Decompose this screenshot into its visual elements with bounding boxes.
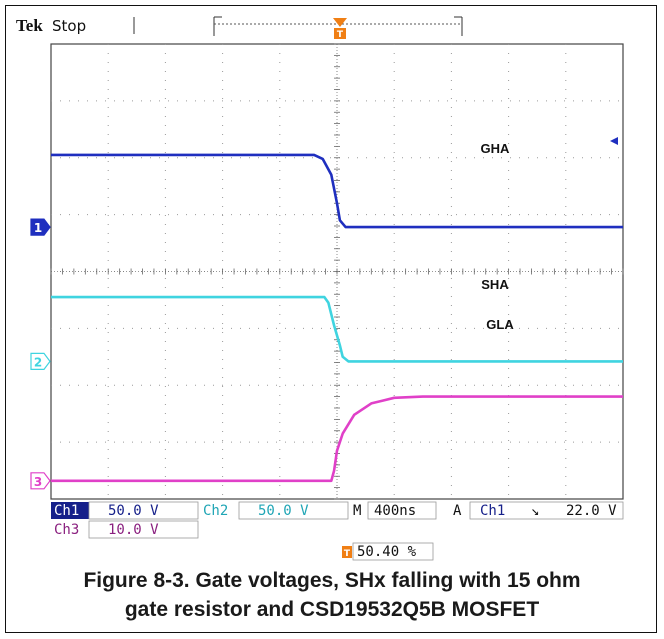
ch1-scale: 50.0 V [108, 503, 159, 519]
trace-label-gha: GHA [481, 141, 511, 156]
waveforms [51, 153, 623, 483]
trigger-mode-label: A [453, 503, 462, 519]
trigger-position-box [352, 542, 434, 561]
waveform-gla [51, 395, 623, 483]
trigger-position-icon-letter: T [344, 549, 351, 559]
ch1-level-arrow-icon [610, 137, 618, 145]
trigger-slope-icon: ↘ [531, 503, 539, 519]
channel-2-marker-icon: 2 [30, 352, 51, 370]
trace-label-sha: SHA [481, 277, 509, 292]
ch1-label: Ch1 [54, 503, 79, 519]
ch2-scale-box [238, 501, 349, 520]
figure-frame [5, 5, 657, 633]
ch2-label: Ch2 [203, 503, 228, 519]
channel-3-marker-icon: 3 [30, 472, 51, 490]
timebase-label: M [353, 503, 361, 519]
trigger-position-icon [342, 546, 352, 558]
trigger-position-value: 50.40 % [357, 544, 417, 560]
ch2-scale: 50.0 V [258, 503, 309, 519]
channel-markers: 1 2 3 [30, 218, 51, 490]
channel-3-marker-label: 3 [34, 475, 42, 489]
acquisition-state: Stop [52, 17, 86, 35]
figure-caption-line1: Figure 8-3. Gate voltages, SHx falling w… [83, 569, 581, 592]
ch3-scale: 10.0 V [108, 522, 159, 538]
grid [50, 43, 624, 500]
brand-label: Tek [16, 16, 43, 35]
trigger-level: 22.0 V [566, 503, 617, 519]
timebase-box [367, 501, 437, 520]
ch3-scale-box [88, 520, 199, 539]
ch1-scale-box [88, 501, 199, 520]
trigger-box [469, 501, 624, 520]
trigger-top-letter: T [337, 30, 344, 40]
channel-2-marker-label: 2 [34, 355, 42, 369]
figure-caption-line2: gate resistor and CSD19532Q5B MOSFET [124, 598, 540, 621]
channel-1-marker-icon: 1 [30, 218, 51, 236]
trigger-source: Ch1 [480, 503, 505, 519]
ch3-label: Ch3 [54, 522, 79, 538]
trace-label-gla: GLA [486, 317, 514, 332]
channel-1-marker-label: 1 [34, 221, 42, 235]
waveform-sha [51, 295, 623, 363]
timebase-value: 400ns [374, 503, 416, 519]
waveform-gha [51, 153, 623, 229]
ch1-label-box [51, 502, 89, 519]
